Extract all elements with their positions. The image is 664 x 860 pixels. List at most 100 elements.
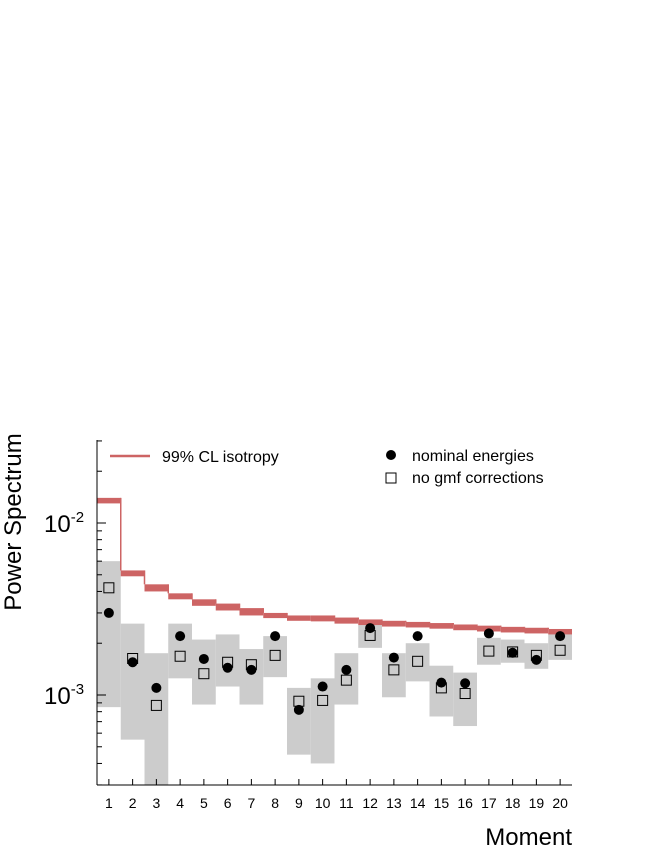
x-tick-label: 17 xyxy=(481,795,497,811)
uncertainty-box-9 xyxy=(287,687,311,755)
isotropy-step-15 xyxy=(429,623,454,629)
nogmf-point-19 xyxy=(530,649,542,661)
nogmf-point-2 xyxy=(127,653,139,665)
nogmf-point-18 xyxy=(507,646,519,658)
isotropy-step-5 xyxy=(192,599,216,606)
nogmf-point-7 xyxy=(245,659,257,671)
uncertainty-box-15 xyxy=(429,665,454,717)
uncertainty-box-12 xyxy=(358,625,382,648)
nogmf-point-9 xyxy=(293,695,305,707)
isotropy-step-3 xyxy=(144,584,169,592)
x-tick-label: 15 xyxy=(434,795,450,811)
nogmf-point-5 xyxy=(198,668,210,680)
uncertainty-box-11 xyxy=(334,653,359,705)
isotropy-step-1 xyxy=(97,497,121,504)
nogmf-point-20 xyxy=(554,644,566,656)
nogmf-point-16 xyxy=(459,688,471,700)
nominal-point-10 xyxy=(317,681,328,692)
x-tick-label: 19 xyxy=(529,795,545,811)
isotropy-step-8 xyxy=(263,612,287,619)
x-tick-label: 18 xyxy=(505,795,521,811)
isotropy-step-19 xyxy=(524,627,549,634)
x-tick-label: 8 xyxy=(271,795,279,811)
nominal-point-18 xyxy=(507,647,518,658)
nominal-point-3 xyxy=(151,682,162,693)
nominal-point-17 xyxy=(483,628,494,639)
legend-nogmf-label: no gmf corrections xyxy=(412,470,544,487)
legend-isotropy-label: 99% CL isotropy xyxy=(162,449,279,466)
x-ticks: 1 2 3 4 5 6 7 8 9 10 11 12 13 14 15 16 17 18 19 20 xyxy=(105,779,568,811)
x-tick-label: 12 xyxy=(362,795,378,811)
nogmf-point-17 xyxy=(483,645,495,657)
x-tick-label: 20 xyxy=(552,795,568,811)
x-tick-label: 2 xyxy=(129,795,137,811)
x-tick-label: 14 xyxy=(410,795,426,811)
isotropy-step-2 xyxy=(120,570,145,577)
x-tick-label: 9 xyxy=(295,795,303,811)
legend-nominal-label: nominal energies xyxy=(412,448,534,465)
nogmf-point-1 xyxy=(103,582,115,594)
isotropy-band xyxy=(97,497,572,635)
uncertainty-box-7 xyxy=(239,649,264,705)
nominal-point-16 xyxy=(460,678,471,689)
x-tick-label: 1 xyxy=(105,795,113,811)
isotropy-step-6 xyxy=(215,603,240,611)
legend: 99% CL isotropy nominal energies no gmf … xyxy=(110,448,544,487)
x-tick-label: 11 xyxy=(339,795,354,811)
nominal-point-14 xyxy=(412,631,423,642)
y-tick-label: 10-2 xyxy=(44,509,84,538)
uncertainty-box-1 xyxy=(97,561,121,708)
uncertainty-box-20 xyxy=(548,632,572,660)
legend-nominal-marker xyxy=(386,450,396,460)
uncertainty-box-5 xyxy=(192,639,216,705)
isotropy-step-4 xyxy=(168,593,192,600)
nogmf-point-12 xyxy=(364,629,376,641)
isotropy-step-13 xyxy=(382,620,406,627)
nominal-point-1 xyxy=(103,607,114,618)
uncertainty-box-3 xyxy=(144,653,169,785)
uncertainty-box-2 xyxy=(120,623,145,740)
nogmf-point-13 xyxy=(388,664,400,676)
x-axis-title: Moment xyxy=(485,824,572,851)
nogmf-point-6 xyxy=(222,656,234,668)
nominal-point-8 xyxy=(270,631,281,642)
isotropy-step-18 xyxy=(500,626,525,633)
uncertainty-box-16 xyxy=(453,672,477,727)
nominal-point-9 xyxy=(293,704,304,715)
isotropy-step-11 xyxy=(334,617,359,624)
nogmf-point-15 xyxy=(435,682,447,694)
isotropy-step-9 xyxy=(287,615,311,621)
x-tick-label: 5 xyxy=(200,795,208,811)
x-tick-label: 13 xyxy=(386,795,402,811)
x-tick-label: 4 xyxy=(176,795,184,811)
nogmf-point-8 xyxy=(269,649,281,661)
nominal-energies-points xyxy=(103,607,566,715)
nogmf-point-10 xyxy=(317,694,329,706)
nogmf-point-11 xyxy=(340,674,352,686)
legend-nogmf-marker xyxy=(385,472,397,484)
uncertainty-box-8 xyxy=(263,636,287,678)
uncertainty-box-14 xyxy=(405,643,430,682)
y-tick-label: 10-3 xyxy=(44,681,84,710)
y-tick-exponent: -3 xyxy=(71,681,84,698)
x-tick-label: 16 xyxy=(457,795,473,811)
uncertainty-box-17 xyxy=(477,637,501,665)
isotropy-step-7 xyxy=(239,608,264,616)
nominal-point-5 xyxy=(198,653,209,664)
isotropy-step-10 xyxy=(310,615,335,622)
isotropy-step-16 xyxy=(453,624,477,631)
uncertainty-box-6 xyxy=(215,634,240,687)
y-axis-title: Power Spectrum xyxy=(0,433,27,610)
nogmf-point-4 xyxy=(174,650,186,662)
x-tick-label: 3 xyxy=(152,795,160,811)
nogmf-point-14 xyxy=(412,655,424,667)
x-tick-label: 6 xyxy=(224,795,232,811)
isotropy-step-14 xyxy=(405,621,430,628)
uncertainty-box-10 xyxy=(310,678,335,764)
nominal-point-12 xyxy=(365,623,376,634)
nominal-point-2 xyxy=(127,657,138,668)
nominal-point-4 xyxy=(175,631,186,642)
y-tick-exponent: -2 xyxy=(71,509,84,526)
x-tick-label: 7 xyxy=(247,795,255,811)
